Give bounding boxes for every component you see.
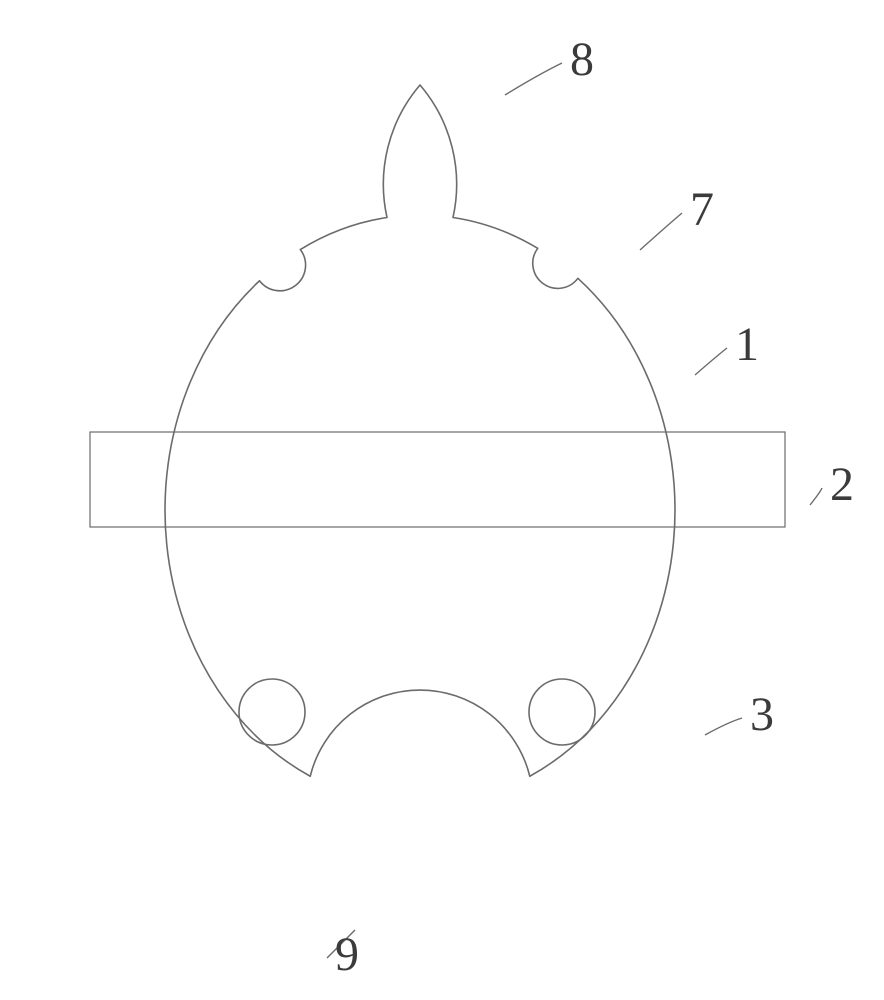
hole-left: [239, 679, 305, 745]
label-8: 8: [570, 33, 594, 86]
body-outline: [165, 85, 675, 776]
leader-2: [810, 488, 822, 505]
leader-1: [695, 348, 727, 375]
label-7: 7: [690, 183, 714, 236]
hole-right: [529, 679, 595, 745]
label-3: 3: [750, 688, 774, 741]
leader-8: [505, 63, 562, 95]
leader-3: [705, 718, 742, 735]
label-1: 1: [735, 318, 759, 371]
leader-7: [640, 213, 682, 250]
label-2: 2: [830, 458, 854, 511]
label-9: 9: [335, 928, 359, 981]
cross-bar: [90, 432, 785, 527]
diagram-canvas: 1 2 3 7 8 9: [0, 0, 884, 1000]
